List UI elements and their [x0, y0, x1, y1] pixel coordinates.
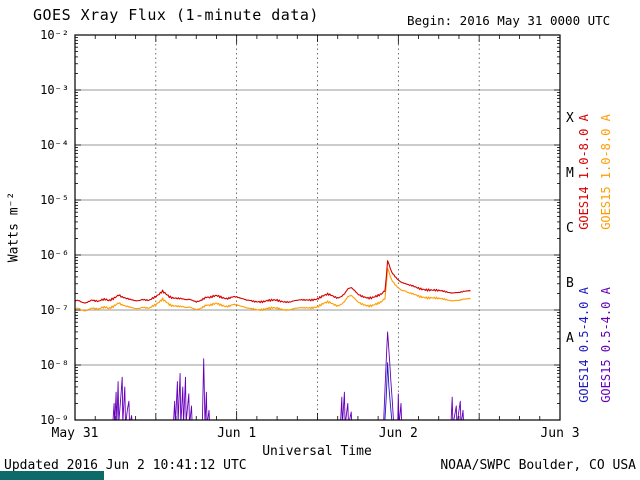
legend-goes15-long: GOES15 1.0-8.0 A — [599, 114, 613, 230]
y-tick-label: 10⁻⁷ — [40, 303, 69, 317]
y-tick-label: 10⁻⁸ — [40, 358, 69, 372]
y-tick-label: 10⁻⁹ — [40, 413, 69, 427]
tick-marks — [74, 35, 561, 420]
flare-class-label: C — [566, 221, 574, 236]
legend-goes14-long: GOES14 1.0-8.0 A — [577, 114, 591, 230]
series-goes14-short — [384, 362, 393, 420]
x-axis-label: Universal Time — [262, 444, 372, 459]
y-axis-label: Watts m⁻² — [6, 191, 22, 263]
x-tick-label: Jun 3 — [540, 426, 579, 441]
flare-class-label: A — [566, 331, 574, 346]
series-goes14-long — [75, 260, 471, 304]
axis-labels: May 31 Jun 1 Jun 2 Jun 3 10⁻² 10⁻³ 10⁻⁴ 10⁻⁵ 10⁻… — [40, 28, 579, 441]
series-goes15-short — [112, 331, 464, 420]
flare-class-label: B — [566, 276, 574, 291]
legend-goes15-short: GOES15 0.5-4.0 A — [599, 287, 613, 403]
begin-timestamp-label: Begin: 2016 May 31 0000 UTC — [407, 13, 611, 28]
updated-timestamp-label: Updated 2016 Jun 2 10:41:12 UTC — [4, 458, 247, 473]
bottom-left-artifact — [0, 471, 104, 480]
x-tick-label: May 31 — [52, 426, 99, 441]
y-tick-label: 10⁻⁴ — [40, 138, 69, 152]
y-tick-label: 10⁻³ — [40, 83, 69, 97]
gridlines — [75, 35, 560, 420]
chart-title: GOES Xray Flux (1-minute data) — [33, 6, 319, 24]
y-tick-label: 10⁻⁵ — [40, 193, 69, 207]
x-tick-label: Jun 2 — [379, 426, 418, 441]
credit-label: NOAA/SWPC Boulder, CO USA — [440, 458, 636, 473]
flare-class-label: M — [566, 166, 574, 181]
x-tick-label: Jun 1 — [217, 426, 256, 441]
series-goes15-long — [75, 267, 471, 312]
plot-border — [74, 34, 561, 421]
y-tick-label: 10⁻⁶ — [40, 248, 69, 262]
flare-class-label: X — [566, 111, 574, 126]
legend-goes14-short: GOES14 0.5-4.0 A — [577, 287, 591, 403]
y-tick-label: 10⁻² — [40, 28, 69, 42]
